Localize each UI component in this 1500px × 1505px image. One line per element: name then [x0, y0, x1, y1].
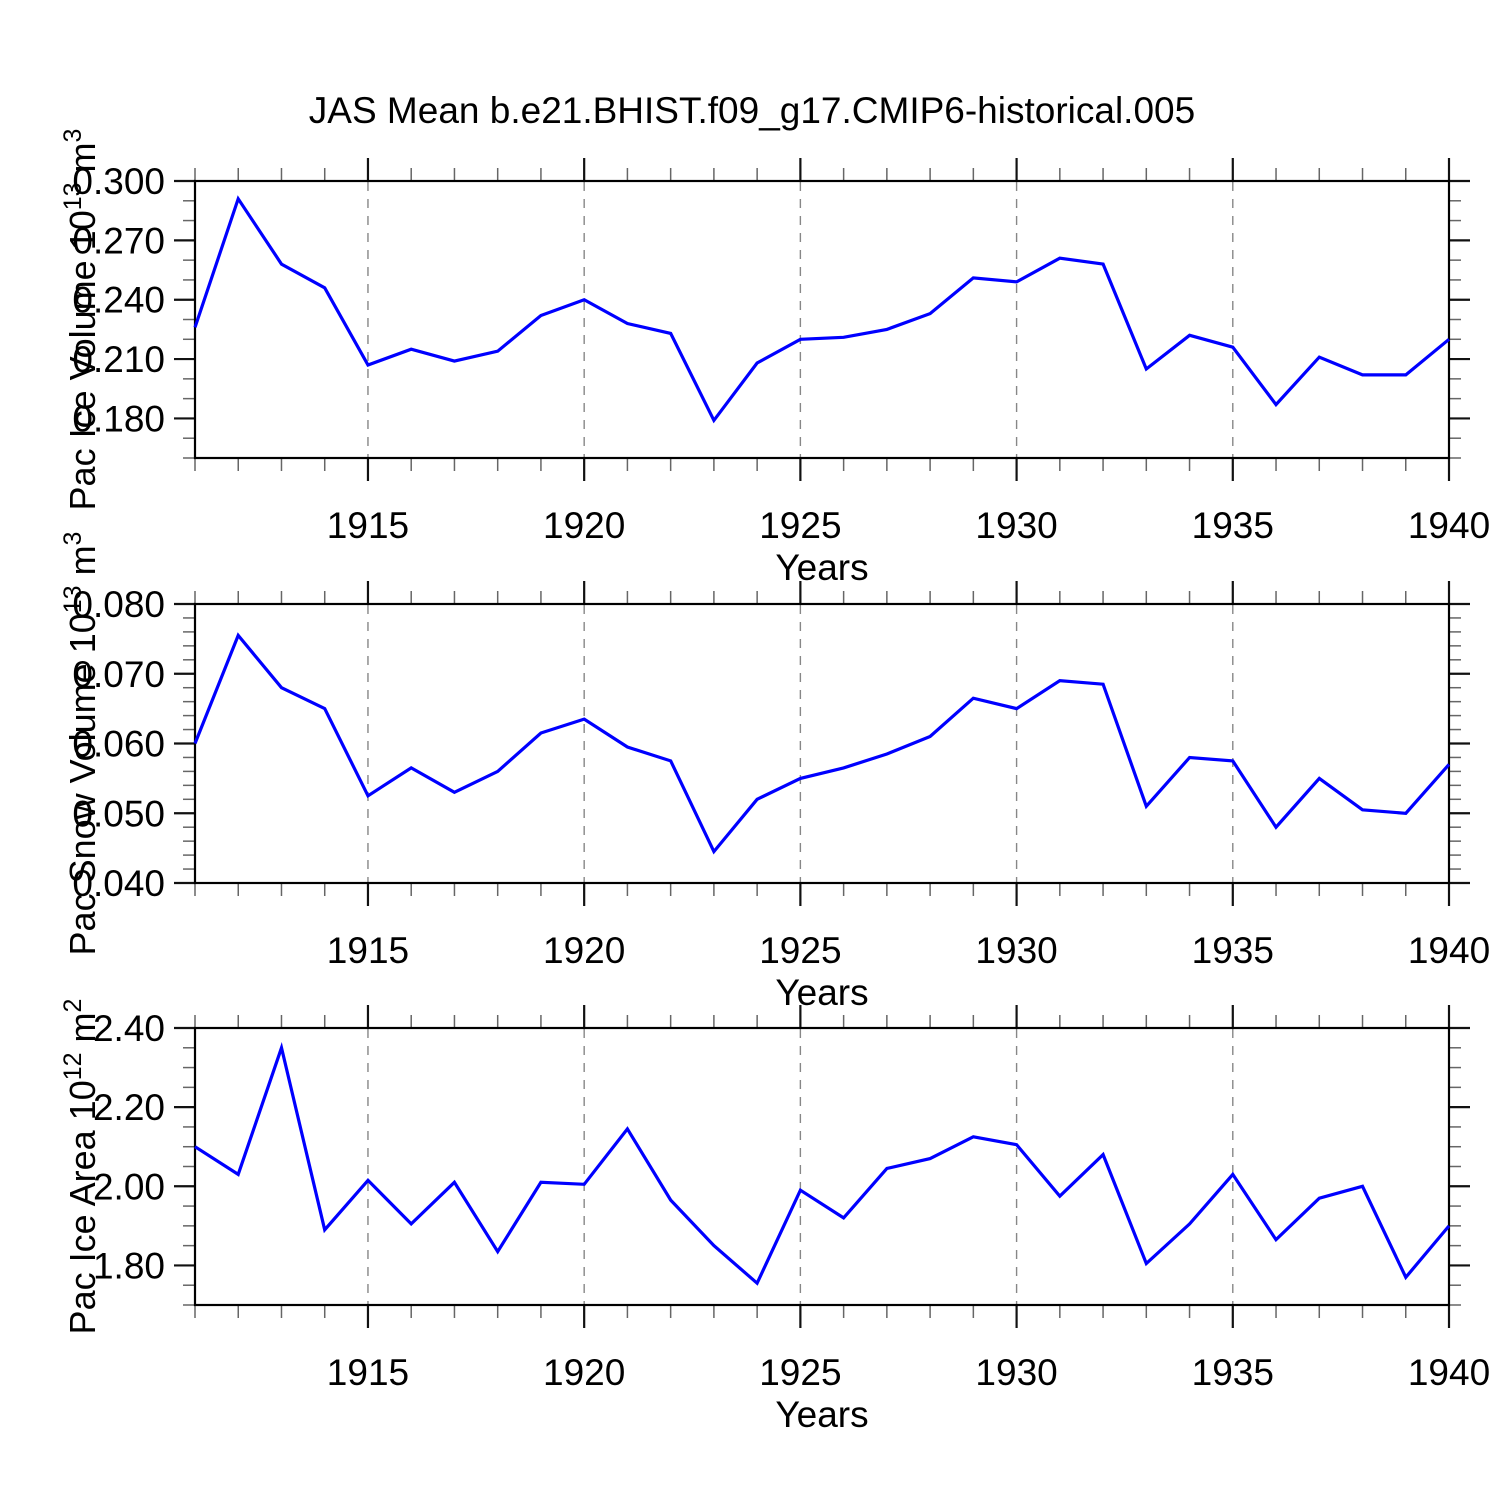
gridlines — [367, 182, 1234, 457]
ticks — [174, 158, 1470, 481]
panel-pac-snow-volume: 0.080 0.070 0.060 0.050 0.040 1915 1920 1925 193… — [59, 532, 1490, 1013]
y-axis-title: Pac Ice Area 1012 m2 — [59, 999, 103, 1335]
x-tick-label: 1925 — [759, 1352, 841, 1393]
chart-title: JAS Mean b.e21.BHIST.f09_g17.CMIP6-histo… — [309, 90, 1195, 131]
panels: 0.300 0.270 0.240 0.210 0.180 1915 1920 1925 193… — [59, 129, 1490, 1435]
y-tick-label: 2.00 — [93, 1166, 165, 1207]
x-tick-label: 1935 — [1192, 505, 1274, 546]
y-tick-label: 0.050 — [72, 793, 165, 834]
x-tick-labels: 1915 1920 1925 1930 1935 1940 — [327, 505, 1490, 546]
y-tick-label: 0.070 — [72, 654, 165, 695]
panel-pac-ice-area: 2.40 2.20 2.00 1.80 1915 1920 1925 1930 1935 1940… — [59, 999, 1490, 1435]
ticks — [174, 1005, 1470, 1328]
x-tick-labels: 1915 1920 1925 1930 1935 1940 — [327, 930, 1490, 971]
y-tick-labels: 2.40 2.20 2.00 1.80 — [93, 1008, 165, 1286]
y-tick-label: 0.270 — [72, 220, 165, 261]
x-axis-title: Years — [775, 547, 868, 588]
x-tick-label: 1930 — [975, 930, 1057, 971]
x-tick-label: 1930 — [975, 1352, 1057, 1393]
y-axis-title: Pac Snow Volume 1013 m3 — [59, 532, 103, 956]
x-tick-label: 1915 — [327, 1352, 409, 1393]
gridlines — [367, 605, 1234, 882]
plot-frame — [193, 179, 1451, 460]
x-tick-label: 1920 — [543, 505, 625, 546]
x-tick-label: 1915 — [327, 930, 409, 971]
series-line — [193, 632, 1451, 855]
x-tick-label: 1940 — [1408, 1352, 1490, 1393]
y-tick-labels: 0.300 0.270 0.240 0.210 0.180 — [72, 161, 165, 439]
ticks — [174, 581, 1470, 906]
x-tick-label: 1920 — [543, 1352, 625, 1393]
y-tick-label: 0.180 — [72, 398, 165, 439]
y-axis-title: Pac Ice Volume 1013 m3 — [59, 129, 103, 511]
y-tick-label: 2.20 — [93, 1087, 165, 1128]
gridlines — [367, 1029, 1234, 1304]
x-tick-label: 1940 — [1408, 930, 1490, 971]
x-tick-label: 1925 — [759, 930, 841, 971]
series-line — [193, 195, 1451, 424]
y-tick-label: 0.300 — [72, 161, 165, 202]
x-tick-label: 1925 — [759, 505, 841, 546]
x-tick-label: 1940 — [1408, 505, 1490, 546]
x-tick-label: 1920 — [543, 930, 625, 971]
plot-frame — [193, 1026, 1451, 1307]
x-axis-title: Years — [775, 1394, 868, 1435]
series-line — [194, 1042, 1451, 1286]
y-tick-label: 0.210 — [72, 339, 165, 380]
y-tick-label: 1.80 — [93, 1245, 165, 1286]
y-tick-label: 0.060 — [72, 724, 165, 765]
x-tick-label: 1930 — [975, 505, 1057, 546]
panel-pac-ice-volume: 0.300 0.270 0.240 0.210 0.180 1915 1920 1925 193… — [59, 129, 1490, 588]
y-tick-label: 0.080 — [72, 584, 165, 625]
x-axis-title: Years — [775, 972, 868, 1013]
y-tick-label: 0.240 — [72, 280, 165, 321]
x-tick-label: 1915 — [327, 505, 409, 546]
x-tick-labels: 1915 1920 1925 1930 1935 1940 — [327, 1352, 1490, 1393]
y-tick-label: 0.040 — [72, 863, 165, 904]
y-tick-label: 2.40 — [93, 1008, 165, 1049]
y-tick-labels: 0.080 0.070 0.060 0.050 0.040 — [72, 584, 165, 904]
x-tick-label: 1935 — [1192, 1352, 1274, 1393]
x-tick-label: 1935 — [1192, 930, 1274, 971]
